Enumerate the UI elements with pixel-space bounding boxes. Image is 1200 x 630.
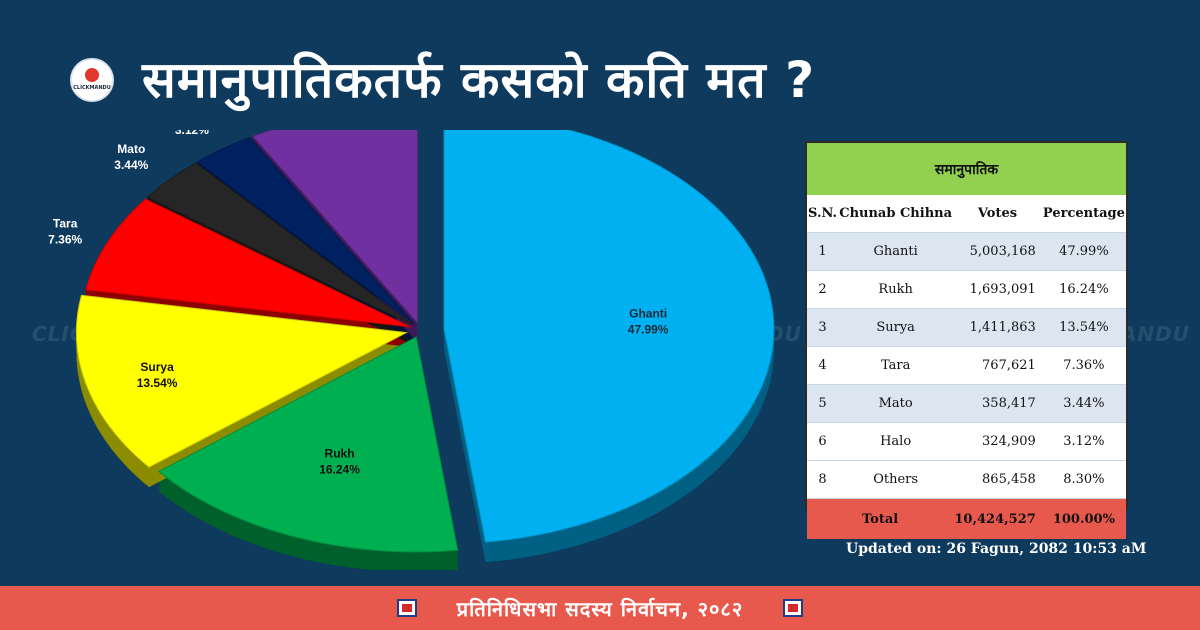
slice-value-rukh: 16.24% <box>319 463 360 477</box>
total-percentage: 100.00% <box>1041 498 1126 539</box>
pie-slice-tara <box>85 198 412 328</box>
cell-symbol: Ghanti <box>838 232 954 271</box>
table-header-row: S.N. Chunab Chihna Votes Percentage <box>807 195 1126 233</box>
cell-percentage: 3.44% <box>1041 384 1126 423</box>
nepal-flag-icon <box>396 599 417 617</box>
slice-value-surya: 13.54% <box>137 376 178 390</box>
col-votes: Votes <box>953 195 1042 233</box>
cell-symbol: Rukh <box>838 270 954 309</box>
footer-bar: प्रतिनिधिसभा सदस्य निर्वाचन, २०८२ <box>0 586 1200 630</box>
cell-symbol: Others <box>838 460 954 499</box>
slice-value-halo: 3.12% <box>175 130 209 137</box>
pie-slice-ghanti <box>443 113 775 543</box>
cell-votes: 1,411,863 <box>953 308 1042 347</box>
cell-sn: 3 <box>807 308 839 347</box>
updated-timestamp: Updated on: 26 Fagun, 2082 10:53 aM <box>846 541 1147 557</box>
table-row: 2 Rukh 1,693,091 16.24% <box>807 270 1126 309</box>
pie-slice-rukh <box>157 336 459 553</box>
results-table: समानुपातिक S.N. Chunab Chihna Votes Perc… <box>805 141 1128 539</box>
clickmandu-logo: CLICKMANDU <box>72 60 112 100</box>
logo-hand-icon <box>85 68 99 82</box>
total-votes: 10,424,527 <box>953 498 1042 539</box>
pie-slice-surya <box>75 294 409 468</box>
cell-symbol: Mato <box>838 384 954 423</box>
slice-label-ghanti: Ghanti <box>629 306 667 320</box>
cell-votes: 767,621 <box>953 346 1042 385</box>
table-row: 4 Tara 767,621 7.36% <box>807 346 1126 385</box>
table-title: समानुपातिक <box>807 143 1126 195</box>
cell-sn: 1 <box>807 232 839 271</box>
cell-percentage: 13.54% <box>1041 308 1126 347</box>
cell-votes: 358,417 <box>953 384 1042 423</box>
cell-symbol: Halo <box>838 422 954 461</box>
nepal-flag-icon <box>783 599 804 617</box>
results-grid: S.N. Chunab Chihna Votes Percentage 1 Gh… <box>807 195 1126 539</box>
total-label: Total <box>807 498 954 539</box>
pie-slice-halo <box>196 136 415 325</box>
cell-votes: 324,909 <box>953 422 1042 461</box>
slice-value-ghanti: 47.99% <box>628 322 669 336</box>
table-row: 3 Surya 1,411,863 13.54% <box>807 308 1126 347</box>
slice-value-tara: 7.36% <box>48 232 82 246</box>
slice-value-mato: 3.44% <box>114 158 148 172</box>
cell-sn: 5 <box>807 384 839 423</box>
table-row: 5 Mato 358,417 3.44% <box>807 384 1126 423</box>
pie-chart-svg: Ghanti 47.99% Rukh 16.24% Surya 13.54% Tara 7.3… <box>48 64 775 572</box>
pie-slice-mato <box>146 162 413 326</box>
page-title: समानुपातिकतर्फ कसको कति मत ? <box>142 51 816 109</box>
cell-votes: 5,003,168 <box>953 232 1042 271</box>
col-percentage: Percentage <box>1041 195 1126 233</box>
table-total-row: Total 10,424,527 100.00% <box>807 498 1126 539</box>
cell-symbol: Surya <box>838 308 954 347</box>
cell-percentage: 8.30% <box>1041 460 1126 499</box>
cell-votes: 1,693,091 <box>953 270 1042 309</box>
col-sn: S.N. <box>807 195 839 233</box>
table-row: 6 Halo 324,909 3.12% <box>807 422 1126 461</box>
cell-sn: 8 <box>807 460 839 499</box>
cell-sn: 4 <box>807 346 839 385</box>
footer-text: प्रतिनिधिसभा सदस्य निर्वाचन, २०८२ <box>456 596 744 621</box>
cell-symbol: Tara <box>838 346 954 385</box>
cell-percentage: 3.12% <box>1041 422 1126 461</box>
pie-chart: Ghanti 47.99% Rukh 16.24% Surya 13.54% Tara 7.3… <box>0 64 790 572</box>
slice-label-rukh: Rukh <box>325 447 355 461</box>
logo-text: CLICKMANDU <box>73 85 111 91</box>
cell-percentage: 47.99% <box>1041 232 1126 271</box>
cell-percentage: 16.24% <box>1041 270 1126 309</box>
cell-votes: 865,458 <box>953 460 1042 499</box>
slice-label-mato: Mato <box>117 142 145 156</box>
slice-label-surya: Surya <box>140 360 174 374</box>
col-symbol: Chunab Chihna <box>838 195 954 233</box>
cell-sn: 6 <box>807 422 839 461</box>
cell-percentage: 7.36% <box>1041 346 1126 385</box>
cell-sn: 2 <box>807 270 839 309</box>
table-row: 8 Others 865,458 8.30% <box>807 460 1126 499</box>
table-row: 1 Ghanti 5,003,168 47.99% <box>807 232 1126 271</box>
slice-label-tara: Tara <box>53 216 78 230</box>
